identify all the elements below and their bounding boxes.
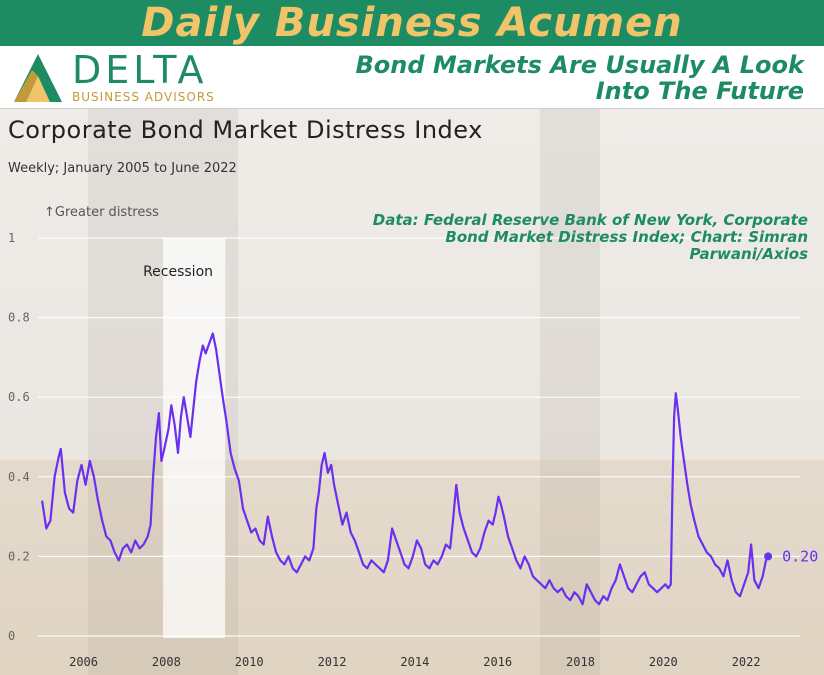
logo-subtitle: BUSINESS ADVISORS — [72, 90, 215, 104]
banner-title: Daily Business Acumen — [141, 0, 683, 46]
x-tick-label: 2010 — [235, 655, 264, 669]
top-banner: Daily Business Acumen — [0, 0, 824, 46]
y-tick-label: 1 — [8, 231, 15, 245]
y-tick-label: 0 — [8, 629, 15, 643]
x-tick-label: 2014 — [400, 655, 429, 669]
delta-logo: DELTA BUSINESS ADVISORS — [10, 50, 230, 106]
source-credit: Data: Federal Reserve Bank of New York, … — [372, 211, 808, 263]
floor-area — [0, 460, 824, 675]
x-tick-label: 2008 — [152, 655, 181, 669]
x-tick-label: 2018 — [566, 655, 595, 669]
y-axis-label: ↑Greater distress — [44, 205, 159, 220]
distress-index-chart: Recession 0 0.2 0.4 0.6 0.8 1 ↑Greater distres… — [8, 205, 818, 669]
x-tick-label: 2006 — [69, 655, 98, 669]
header-bar — [0, 46, 824, 109]
x-tick-label: 2016 — [483, 655, 512, 669]
latest-value-label: 0.20 — [782, 547, 818, 565]
y-tick-label: 0.6 — [8, 390, 30, 404]
x-tick-label: 2022 — [732, 655, 761, 669]
logo-wordmark: DELTA — [72, 48, 208, 92]
y-tick-label: 0.2 — [8, 549, 30, 563]
office-photo-background — [0, 109, 824, 675]
x-tick-label: 2012 — [318, 655, 347, 669]
recession-label: Recession — [143, 264, 213, 280]
chart-subtitle: Weekly; January 2005 to June 2022 — [8, 161, 237, 176]
recession-band — [163, 238, 226, 638]
latest-value-marker — [764, 552, 773, 561]
y-tick-label: 0.8 — [8, 311, 30, 325]
delta-triangle-icon — [14, 54, 62, 102]
chart-title: Corporate Bond Market Distress Index — [8, 116, 483, 144]
tagline: Bond Markets Are Usually A Look Into The… — [355, 51, 804, 105]
y-tick-label: 0.4 — [8, 470, 30, 484]
x-tick-label: 2020 — [649, 655, 678, 669]
distress-index-line — [41, 332, 770, 606]
